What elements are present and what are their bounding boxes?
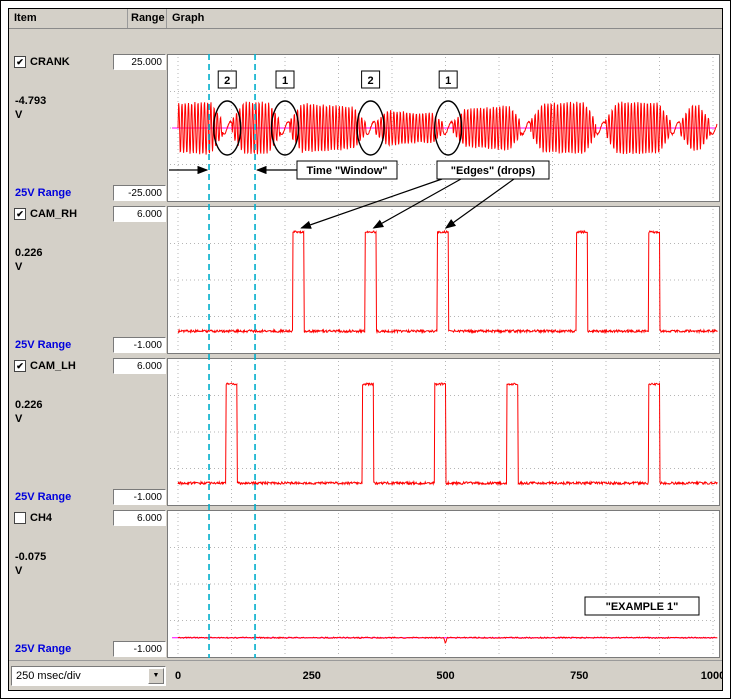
- range-top-value: 25.000: [131, 57, 162, 68]
- channel-unit: V: [15, 565, 23, 577]
- range-link[interactable]: 25V Range: [15, 339, 72, 351]
- channel-checkbox-cam-lh[interactable]: ✔: [14, 360, 26, 372]
- trace: [177, 229, 718, 335]
- channel-name: CRANK: [30, 56, 70, 68]
- column-header: Item Range Graph: [9, 9, 722, 29]
- channel-unit: V: [15, 261, 23, 273]
- channel-name: CAM_LH: [30, 360, 76, 372]
- trace: [177, 636, 718, 644]
- x-axis-tick: 250: [302, 670, 321, 682]
- x-axis-tick: 1000: [700, 670, 723, 682]
- range-bottom-field[interactable]: -25.000: [113, 185, 166, 201]
- range-bottom-value: -25.000: [128, 188, 162, 199]
- range-top-value: 6.000: [136, 209, 162, 220]
- channel-unit: V: [15, 109, 23, 121]
- channel-row-crank: ✔ CRANK 25.000 -4.793 V 25V Range -25.00…: [9, 52, 722, 204]
- range-top-value: 6.000: [136, 513, 162, 524]
- waveform-ch4: [170, 513, 718, 655]
- range-bottom-field[interactable]: -1.000: [113, 641, 166, 657]
- channel-checkbox-cam-rh[interactable]: ✔: [14, 208, 26, 220]
- channel-value: -4.793: [15, 95, 47, 107]
- range-link[interactable]: 25V Range: [15, 187, 72, 199]
- graph-panel-ch4[interactable]: [167, 510, 720, 658]
- scope-frame: Item Range Graph ✔ CRANK 25.000 -4.793 V…: [8, 8, 723, 691]
- dropdown-arrow-icon[interactable]: ▼: [148, 668, 164, 684]
- range-bottom-value: -1.000: [133, 340, 162, 351]
- channel-row-cam-lh: ✔ CAM_LH 6.000 0.226 V 25V Range -1.000: [9, 356, 722, 508]
- channel-checkbox-ch4[interactable]: [14, 512, 26, 524]
- range-bottom-field[interactable]: -1.000: [113, 337, 166, 353]
- waveform-cam_rh: [170, 209, 718, 351]
- range-bottom-value: -1.000: [133, 644, 162, 655]
- range-top-value: 6.000: [136, 361, 162, 372]
- waveform-cam_lh: [170, 361, 718, 503]
- channel-value: 0.226: [15, 247, 43, 259]
- range-top-field[interactable]: 6.000: [113, 358, 166, 374]
- channel-checkbox-crank[interactable]: ✔: [14, 56, 26, 68]
- graph-panel-crank[interactable]: [167, 54, 720, 202]
- x-axis-tick: 500: [436, 670, 455, 682]
- range-link[interactable]: 25V Range: [15, 643, 72, 655]
- graph-panel-cam-lh[interactable]: [167, 358, 720, 506]
- range-bottom-value: -1.000: [133, 492, 162, 503]
- timebase-value: 250 msec/div: [16, 670, 81, 682]
- x-axis-tick: 0: [174, 670, 182, 682]
- channel-name: CAM_RH: [30, 208, 78, 220]
- channel-name: CH4: [30, 512, 53, 524]
- range-top-field[interactable]: 25.000: [113, 54, 166, 70]
- range-top-field[interactable]: 6.000: [113, 510, 166, 526]
- x-axis: 0 250 500 750 1000: [9, 661, 722, 690]
- channel-unit: V: [15, 413, 23, 425]
- graph-panel-cam-rh[interactable]: [167, 206, 720, 354]
- channel-row-ch4: CH4 6.000 -0.075 V 25V Range -1.000: [9, 508, 722, 660]
- column-header-item: Item: [9, 9, 128, 28]
- x-axis-tick: 750: [570, 670, 589, 682]
- channel-value: 0.226: [15, 399, 43, 411]
- channel-row-cam-rh: ✔ CAM_RH 6.000 0.226 V 25V Range -1.000: [9, 204, 722, 356]
- range-top-field[interactable]: 6.000: [113, 206, 166, 222]
- column-header-graph: Graph: [172, 12, 205, 24]
- range-link[interactable]: 25V Range: [15, 491, 72, 503]
- trace: [177, 381, 718, 487]
- timebase-select[interactable]: 250 msec/div ▼: [11, 666, 166, 686]
- waveform-crank: [170, 57, 718, 199]
- bottom-bar: 250 msec/div ▼ 0 250 500 750 1000: [9, 660, 722, 690]
- channel-value: -0.075: [15, 551, 47, 563]
- range-bottom-field[interactable]: -1.000: [113, 489, 166, 505]
- column-header-range: Range: [128, 9, 167, 28]
